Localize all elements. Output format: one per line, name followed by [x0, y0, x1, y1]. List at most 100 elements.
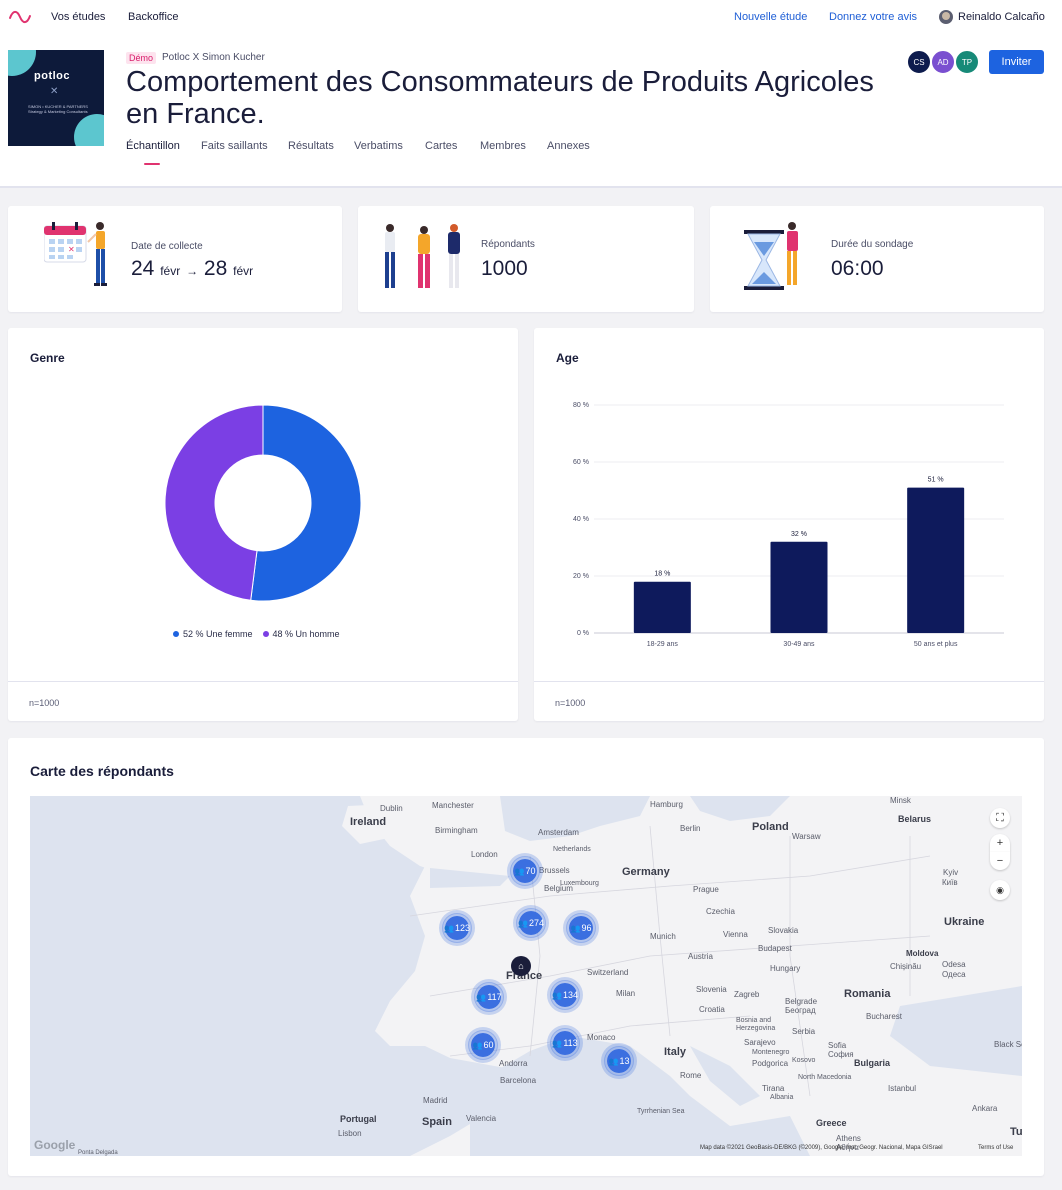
map-city-label: Београд [785, 1006, 816, 1015]
respondent-cluster[interactable]: 👥 123 [442, 913, 472, 943]
x-tick-label: 18-29 ans [647, 641, 679, 648]
cluster-count: 70 [525, 866, 536, 876]
locate-icon[interactable]: ◉ [990, 880, 1010, 900]
y-tick-label: 20 % [573, 573, 589, 580]
map-city-label: Milan [616, 989, 636, 998]
invite-button[interactable]: Inviter [989, 50, 1044, 74]
bar-18-29-ans[interactable] [633, 581, 691, 633]
user-name[interactable]: Reinaldo Calcaño [958, 11, 1045, 23]
respondent-cluster[interactable]: 👥 70 [510, 856, 540, 886]
zoom-in-button[interactable]: + [990, 834, 1010, 852]
map-city-label: Odesa [942, 960, 966, 969]
donut-slice-0[interactable] [250, 404, 362, 602]
legend-item-homme[interactable]: 48 % Un homme [262, 629, 340, 639]
map-terms-link[interactable]: Terms of Use [978, 1145, 1014, 1151]
map-city-label: Prague [693, 885, 719, 894]
user-avatar[interactable] [939, 10, 953, 24]
map-country-label: Czechia [706, 907, 735, 916]
tab-annexes[interactable]: Annexes [547, 140, 590, 152]
map-city-label: Dublin [380, 804, 403, 813]
respondent-cluster[interactable]: 👥 60 [468, 1030, 498, 1060]
map-country-label: Moldova [906, 949, 939, 958]
bar-value-label: 32 % [791, 531, 807, 538]
map-city-label: Αθήνα [836, 1143, 859, 1152]
cluster-count: 123 [454, 923, 470, 933]
people-icon: 👥 [518, 918, 528, 928]
map-country-label: Serbia [792, 1027, 816, 1036]
map-title: Carte des répondants [30, 763, 174, 779]
people-icon: 👥 [570, 923, 581, 933]
bar-value-label: 51 % [928, 477, 944, 484]
tab-echantillon[interactable]: Échantillon [126, 140, 180, 152]
tab-verbatims[interactable]: Verbatims [354, 140, 403, 152]
cover-x-mark: ✕ [50, 86, 59, 97]
legend-item-femme[interactable]: 52 % Une femme [173, 629, 253, 639]
nav-link-donnez-votre-avis[interactable]: Donnez votre avis [829, 11, 918, 23]
map-city-label: Rome [680, 1071, 702, 1080]
map-city-label: Munich [650, 932, 676, 941]
respondent-cluster[interactable]: 👥 13 [604, 1046, 634, 1076]
page-title: Comportement des Consommateurs de Produi… [126, 66, 874, 130]
map-attribution: Map data ©2021 GeoBasis-DE/BKG (©2009), … [700, 1145, 943, 1151]
map-city-label: Tyrrhenian Sea [637, 1108, 685, 1115]
map-city-label: Black Se [994, 1040, 1022, 1049]
nav-link-vos-etudes[interactable]: Vos études [51, 11, 106, 23]
member-avatar[interactable]: TP [955, 50, 979, 74]
respondent-cluster[interactable]: 👥 274 [516, 908, 546, 938]
respondent-cluster[interactable]: 👥 96 [566, 913, 596, 943]
map-city-label: Brussels [539, 866, 570, 875]
map-city-label: Tirana [762, 1084, 785, 1093]
respondent-cluster[interactable]: 👥 113 [550, 1028, 580, 1058]
tab-cartes[interactable]: Cartes [425, 140, 458, 152]
map-city-label: Monaco [587, 1033, 616, 1042]
duration-label: Durée du sondage [831, 239, 914, 250]
map-country-label: Netherlands [553, 846, 591, 853]
collect-start-day: 24 [131, 257, 155, 280]
map-country-label: Belarus [898, 814, 932, 824]
people-icon: 👥 [444, 923, 454, 933]
legend-label-femme: 52 % Une femme [183, 629, 253, 639]
map-country-label: North Macedonia [798, 1074, 852, 1081]
nav-link-backoffice[interactable]: Backoffice [128, 11, 179, 23]
donut-slice-1[interactable] [164, 404, 264, 601]
stat-card-duration: Durée du sondage 06:00 [710, 206, 1044, 312]
age-bar-chart: 0 % 20 % 40 % 60 % 80 % 18 % 18-29 ans 32 % 30-4… [573, 402, 1004, 648]
map-city-label: Ankara [972, 1104, 998, 1113]
cover-brand: potloc [34, 70, 70, 82]
nav-link-nouvelle-etude[interactable]: Nouvelle étude [734, 11, 808, 23]
active-tab-indicator [144, 163, 160, 165]
genre-legend: 52 % Une femme 48 % Un homme [173, 629, 350, 639]
map-country-label: Hungary [770, 964, 801, 973]
respondents-map[interactable]: Ireland Poland Belarus Germany Ukraine F… [30, 796, 1022, 1156]
bar-50-ans-et-plus[interactable] [907, 487, 965, 633]
cluster-count: 117 [487, 992, 502, 1002]
legend-dot [173, 631, 179, 637]
home-marker-icon[interactable]: ⌂ [511, 956, 531, 976]
tab-faits-saillants[interactable]: Faits saillants [201, 140, 268, 152]
map-city-label: Minsk [890, 796, 911, 805]
respondents-value: 1000 [481, 257, 528, 280]
tab-membres[interactable]: Membres [480, 140, 526, 152]
respondent-cluster[interactable]: 👥 134 [550, 980, 580, 1010]
cluster-count: 274 [528, 918, 544, 928]
bar-30-49-ans[interactable] [770, 541, 828, 633]
member-avatar[interactable]: AD [931, 50, 955, 74]
map-country-label: Poland [752, 821, 789, 833]
fullscreen-icon[interactable]: ⛶ [990, 808, 1010, 828]
calendar-illustration-icon: ✕ [44, 222, 107, 286]
map-country-label: Switzerland [587, 968, 629, 977]
tab-resultats[interactable]: Résultats [288, 140, 334, 152]
respondent-cluster[interactable]: 👥 117 [474, 982, 504, 1012]
zoom-out-button[interactable]: − [990, 852, 1010, 870]
people-icon: 👥 [608, 1056, 619, 1066]
map-country-label: Albania [770, 1094, 794, 1101]
member-avatar[interactable]: CS [907, 50, 931, 74]
map-city-label: Birmingham [435, 826, 478, 835]
map-country-label: Bosnia and Herzegovina [736, 1017, 776, 1032]
collect-date-label: Date de collecte [131, 241, 203, 252]
map-city-label: Madrid [423, 1096, 448, 1105]
cover-subtitle: SIMON • KUCHER & PARTNERS Strategy & Mar… [28, 104, 88, 114]
map-city-label: Manchester [432, 801, 474, 810]
potloc-logo-icon[interactable] [8, 8, 32, 26]
map-city-label: Ponta Delgada [78, 1150, 118, 1156]
